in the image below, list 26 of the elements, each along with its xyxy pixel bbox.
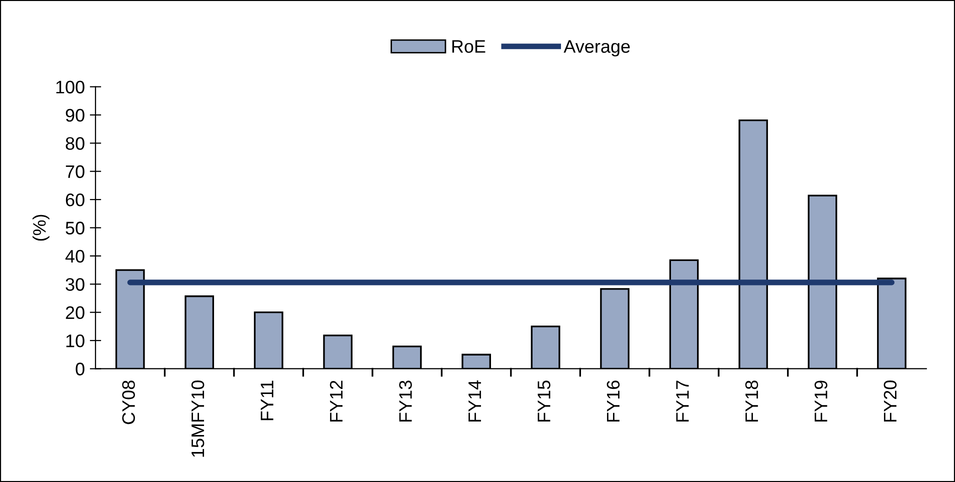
y-tick-label: 90 [66,108,84,122]
y-tick-label: 40 [65,250,84,263]
y-tick-label: 20 [66,306,84,320]
y-tick-label: 10 [66,334,84,348]
x-tick-label: FY13 [399,380,412,422]
x-tick-label: FY11 [260,380,274,420]
y-tick-label: 50 [66,222,84,234]
x-tick-label: FY15 [538,380,550,422]
y-tick-label: 60 [66,193,84,206]
y-tick-label: 100 [56,80,84,94]
x-tick-label: FY19 [814,380,828,422]
x-tick-label: CY08 [122,380,135,424]
x-tick-label: FY18 [745,380,758,422]
x-tick-label: 15MFY10 [191,380,204,457]
x-tick-label: FY17 [676,380,689,422]
y-tick-label: 30 [66,278,84,291]
legend-label: Average [564,40,630,56]
x-tick-label: FY14 [468,380,481,422]
legend-label: RoE [452,40,486,53]
y-tick-label: 70 [66,165,84,178]
y-tick-label: 0 [76,362,84,376]
x-tick-label: FY16 [606,380,620,422]
y-axis-title: (%) [32,214,50,241]
x-tick-label: FY12 [330,380,342,422]
x-tick-label: FY20 [884,380,897,422]
y-tick-label: 80 [66,137,84,150]
